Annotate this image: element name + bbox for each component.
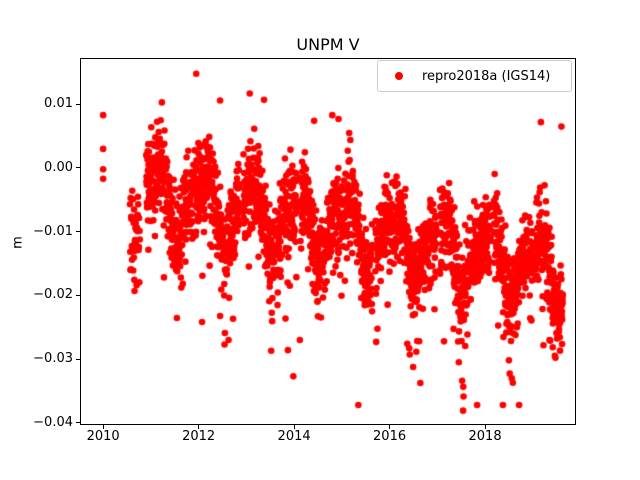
x-tick-label: 2018 bbox=[468, 429, 502, 444]
y-tick-label: −0.03 bbox=[33, 351, 73, 367]
scatter-points-canvas bbox=[80, 58, 576, 425]
legend-label: repro2018a (IGS14) bbox=[422, 68, 551, 84]
y-tick-mark bbox=[76, 358, 80, 360]
y-tick-mark bbox=[76, 103, 80, 105]
x-tick-mark bbox=[293, 425, 295, 429]
y-tick-mark bbox=[76, 231, 80, 233]
x-tick-mark bbox=[389, 425, 391, 429]
y-tick-label: −0.01 bbox=[33, 223, 73, 239]
y-tick-mark bbox=[76, 422, 80, 424]
legend-marker-dot-icon bbox=[395, 72, 403, 80]
y-tick-mark bbox=[76, 167, 80, 169]
x-tick-mark bbox=[102, 425, 104, 429]
legend: repro2018a (IGS14) bbox=[377, 60, 572, 92]
x-tick-label: 2010 bbox=[86, 429, 120, 444]
y-axis-label: m bbox=[10, 236, 26, 249]
plot-title: UNPM V bbox=[296, 35, 360, 54]
y-tick-label: 0.01 bbox=[44, 96, 73, 112]
y-tick-label: 0.00 bbox=[44, 159, 73, 175]
x-tick-mark bbox=[484, 425, 486, 429]
x-tick-label: 2014 bbox=[277, 429, 311, 444]
y-tick-mark bbox=[76, 294, 80, 296]
x-tick-label: 2016 bbox=[373, 429, 407, 444]
y-tick-label: −0.02 bbox=[33, 287, 73, 303]
x-tick-label: 2012 bbox=[182, 429, 216, 444]
x-tick-mark bbox=[198, 425, 200, 429]
y-tick-label: −0.04 bbox=[33, 414, 73, 430]
